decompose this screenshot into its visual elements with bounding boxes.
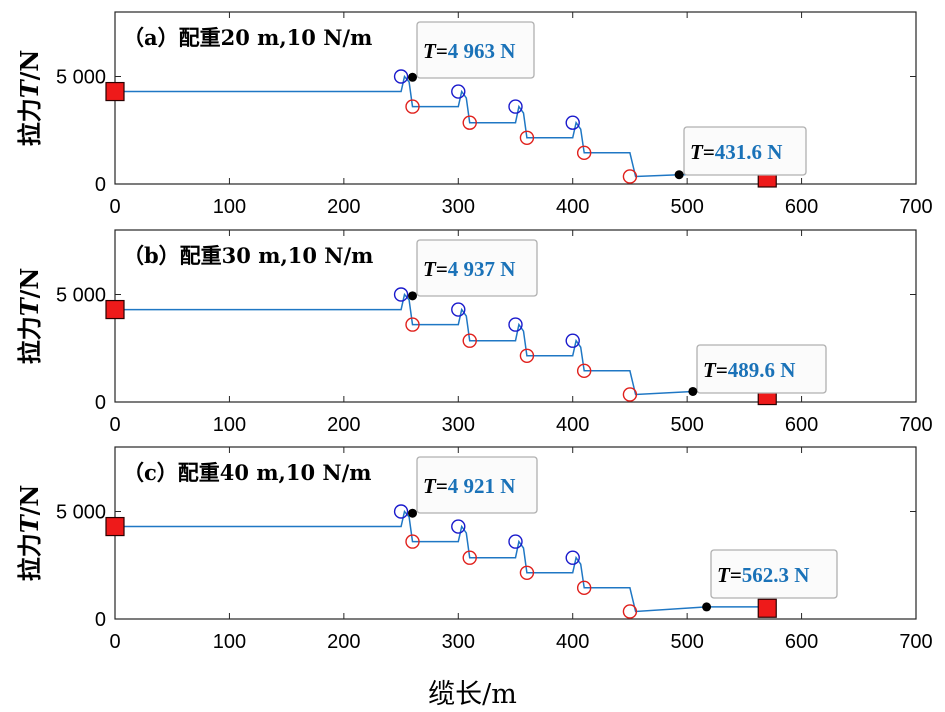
data-tip-box (683, 126, 807, 176)
x-tick-label: 700 (899, 631, 932, 653)
x-tick-label: 300 (442, 414, 475, 436)
blue-circle-marker (393, 504, 409, 519)
data-tip-box (416, 456, 538, 514)
data-tip-box (710, 549, 838, 599)
y-tick-label: 0 (95, 609, 106, 631)
data-tip-point (408, 508, 418, 518)
red-circle-marker (405, 317, 420, 332)
data-tip-label: T=4 937 N (423, 257, 515, 281)
x-tick-label: 200 (327, 196, 360, 218)
red-circle-marker (462, 333, 477, 348)
x-tick-label: 600 (785, 414, 818, 436)
blue-circle-marker (508, 317, 523, 332)
tension-line (115, 509, 768, 613)
panel-title: （c）配重40 m,10 N/m (123, 460, 371, 485)
data-tip-label: T=4 963 N (423, 39, 515, 63)
panel-title: （a）配重20 m,10 N/m (123, 25, 372, 50)
panel-b: 0 100 200 300 400 500 600 700 0 5 000 拉力T/N （b）配重30… (15, 229, 933, 436)
blue-circle-marker (508, 534, 523, 549)
x-tick-label: 0 (109, 196, 120, 218)
red-circle-marker (622, 169, 638, 184)
x-tick-label: 400 (556, 196, 589, 218)
x-tick-label: 600 (785, 631, 818, 653)
x-tick-label: 600 (785, 196, 818, 218)
red-circle-marker (519, 130, 535, 145)
x-tick-label: 0 (109, 631, 120, 653)
red-circle-marker (576, 145, 592, 161)
data-tip-box (416, 239, 538, 297)
y-tick-label: 0 (95, 392, 106, 414)
data-tip-point (688, 386, 698, 396)
blue-circle-marker (451, 84, 466, 99)
x-tick-label: 500 (670, 414, 703, 436)
x-tick-label: 300 (442, 631, 475, 653)
blue-circle-marker (565, 115, 580, 130)
panel-title: （b）配重30 m,10 N/m (123, 243, 373, 268)
red-circle-marker (462, 550, 477, 565)
data-tip-box (416, 21, 535, 79)
red-circle-marker (622, 387, 638, 402)
red-circle-marker (622, 604, 638, 619)
data-tip-point (408, 72, 418, 82)
x-tick-label: 500 (670, 631, 703, 653)
blue-circle-marker (393, 287, 409, 302)
blue-circle-marker (565, 550, 580, 565)
x-tick-label: 100 (213, 414, 246, 436)
red-circle-marker (519, 565, 535, 580)
data-tip-point (408, 291, 418, 301)
red-circle-marker (405, 534, 420, 549)
blue-circle-marker (508, 99, 523, 114)
tension-line (115, 292, 768, 396)
anchor-square-marker (105, 516, 125, 537)
x-tick-label: 200 (327, 631, 360, 653)
x-tick-label: 700 (899, 196, 932, 218)
x-tick-label: 500 (670, 196, 703, 218)
tension-line (115, 74, 768, 178)
blue-circle-marker (565, 333, 580, 348)
data-tip-box (696, 344, 827, 394)
y-tick-label: 5 000 (56, 67, 106, 89)
x-axis-label: 缆长/m (428, 679, 517, 710)
x-tick-label: 400 (556, 414, 589, 436)
anchor-square-marker (757, 598, 777, 618)
panel-c: 0 100 200 300 400 500 600 700 0 5 000 拉力T/N （c）配重40… (15, 446, 933, 653)
red-circle-marker (576, 363, 592, 379)
data-tip-point (702, 602, 712, 612)
data-tip-label: T=562.3 N (717, 563, 809, 587)
y-tick-label: 0 (95, 174, 106, 196)
red-circle-marker (462, 115, 477, 130)
blue-circle-marker (393, 69, 409, 84)
x-tick-label: 100 (213, 631, 246, 653)
blue-circle-marker (451, 519, 466, 534)
anchor-square-marker (105, 299, 125, 320)
data-tip-label: T=489.6 N (703, 358, 795, 382)
y-axis-label: 拉力T/N (15, 268, 44, 365)
y-axis-label: 拉力T/N (15, 50, 44, 147)
x-tick-label: 200 (327, 414, 360, 436)
x-tick-label: 400 (556, 631, 589, 653)
red-circle-marker (519, 348, 535, 363)
anchor-square-marker (105, 81, 125, 102)
data-tip-label: T=4 921 N (423, 474, 515, 498)
blue-circle-marker (451, 302, 466, 317)
panel-a: 0 100 200 300 400 500 600 700 0 5 000 拉力T/N （a）配重20… (15, 11, 933, 218)
y-tick-label: 5 000 (56, 502, 106, 524)
x-tick-label: 300 (442, 196, 475, 218)
red-circle-marker (576, 580, 592, 596)
y-tick-label: 5 000 (56, 285, 106, 307)
x-tick-label: 0 (109, 414, 120, 436)
red-circle-marker (405, 99, 420, 114)
data-tip-point (674, 170, 684, 180)
y-axis-label: 拉力T/N (15, 485, 44, 582)
data-tip-label: T=431.6 N (690, 140, 782, 164)
x-tick-label: 100 (213, 196, 246, 218)
x-tick-label: 700 (899, 414, 932, 436)
